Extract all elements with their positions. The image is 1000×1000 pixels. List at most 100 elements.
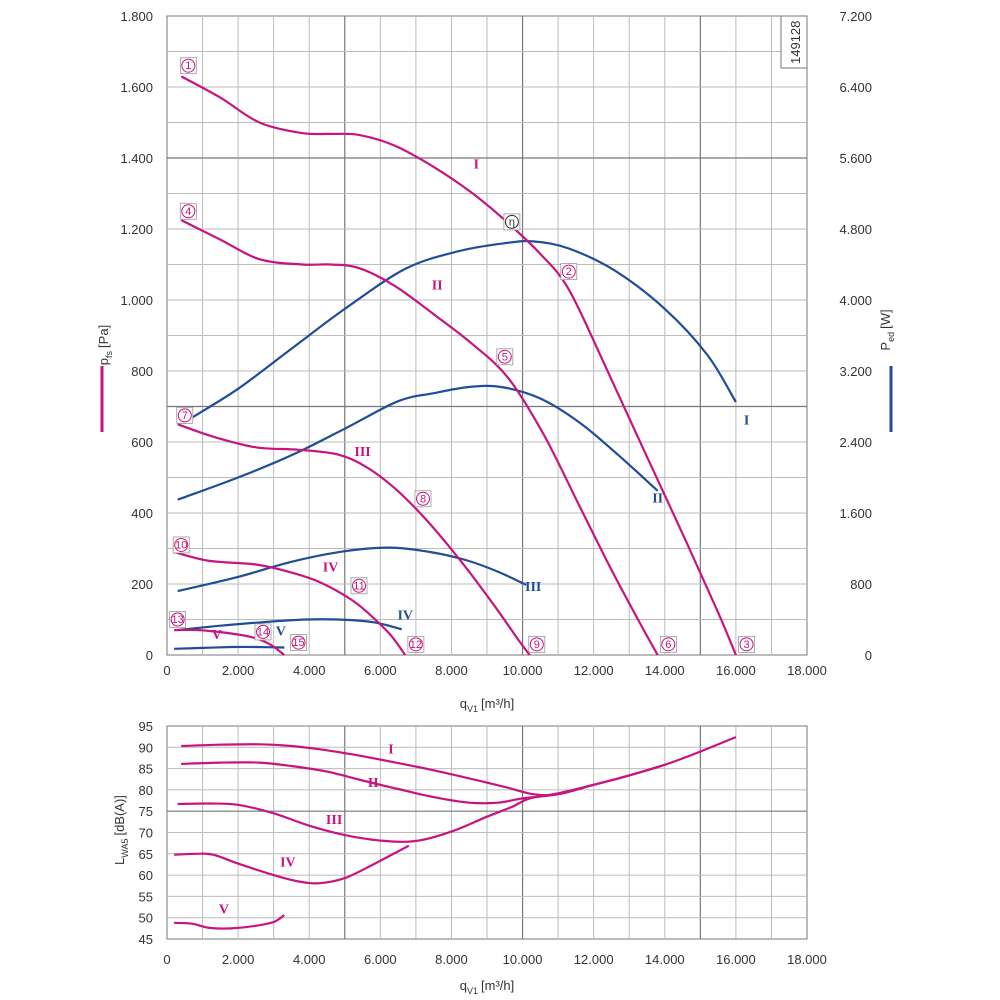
y-tick-label-right: 0 bbox=[865, 648, 872, 663]
x-tick-label-top: 18.000 bbox=[787, 663, 827, 678]
svg-text:6: 6 bbox=[665, 639, 671, 651]
y-tick-label-left: 1.200 bbox=[120, 222, 153, 237]
top-chart-ticks: 0 2.000 4.000 6.000 8.000 10.000 12.000 14.000 1… bbox=[120, 9, 872, 678]
sound-power-curve-V bbox=[174, 914, 285, 930]
operating-point-marker-6: 6 bbox=[659, 635, 677, 653]
svg-text:I: I bbox=[474, 158, 479, 173]
svg-text:10: 10 bbox=[175, 539, 187, 551]
svg-text:7: 7 bbox=[182, 410, 188, 422]
x-tick-label-bottom: 12.000 bbox=[574, 952, 614, 967]
power-curve-IV bbox=[177, 618, 402, 632]
svg-text:4: 4 bbox=[185, 206, 191, 218]
y-tick-label-bottom: 90 bbox=[139, 740, 153, 755]
y-tick-label-right: 1.600 bbox=[839, 506, 872, 521]
svg-text:II: II bbox=[432, 278, 443, 293]
y-tick-label-right: 7.200 bbox=[839, 9, 872, 24]
x-tick-label-bottom: 8.000 bbox=[435, 952, 468, 967]
curve-label-power-I: I bbox=[744, 413, 749, 428]
x-tick-label-bottom: 4.000 bbox=[293, 952, 326, 967]
svg-text:2: 2 bbox=[566, 266, 572, 278]
x-tick-label-bottom: 16.000 bbox=[716, 952, 756, 967]
power-curve-I bbox=[187, 239, 737, 421]
bottom-axis-labels: qV1 [m³/h] LWA5[dB(A)] bbox=[112, 795, 514, 996]
pressure-curve-II bbox=[180, 219, 659, 656]
x-tick-label-top: 6.000 bbox=[364, 663, 397, 678]
operating-point-marker-2: 2 bbox=[560, 263, 578, 281]
y-tick-label-right: 4.000 bbox=[839, 293, 872, 308]
operating-point-marker-11: 11 bbox=[350, 577, 368, 595]
y-tick-label-left: 800 bbox=[131, 364, 153, 379]
x-tick-label-bottom: 18.000 bbox=[787, 952, 827, 967]
svg-text:13: 13 bbox=[172, 614, 184, 626]
operating-point-marker-3: 3 bbox=[738, 635, 755, 653]
curve-label-pressure-III: III bbox=[354, 445, 370, 460]
svg-text:V: V bbox=[276, 624, 286, 639]
svg-text:I: I bbox=[744, 413, 749, 428]
y-tick-label-bottom: 95 bbox=[139, 719, 153, 734]
svg-text:pfs[Pa]: pfs[Pa] bbox=[96, 325, 114, 365]
pressure-curve-V bbox=[174, 628, 285, 656]
svg-text:9: 9 bbox=[534, 639, 540, 651]
operating-point-marker-15: 15 bbox=[290, 634, 307, 651]
y-tick-label-right: 800 bbox=[850, 577, 872, 592]
x-tick-label-top: 8.000 bbox=[435, 663, 468, 678]
svg-text:III: III bbox=[525, 580, 541, 595]
svg-text:14: 14 bbox=[257, 626, 269, 638]
y-tick-label-bottom: 85 bbox=[139, 762, 153, 777]
operating-point-marker-9: 9 bbox=[528, 635, 546, 653]
chart-id-box: 149128 bbox=[780, 15, 808, 69]
y-axis-label-bottom: LWA5[dB(A)] bbox=[112, 795, 130, 865]
y-tick-label-left: 1.000 bbox=[120, 293, 153, 308]
x-tick-label-bottom: 6.000 bbox=[364, 952, 397, 967]
x-tick-label-top: 14.000 bbox=[645, 663, 685, 678]
x-axis-label-bottom: qV1 [m³/h] bbox=[460, 978, 514, 996]
svg-text:η: η bbox=[509, 216, 515, 228]
y-tick-label-right: 5.600 bbox=[839, 151, 872, 166]
x-tick-label-top: 4.000 bbox=[293, 663, 326, 678]
pressure-curve-IV bbox=[173, 550, 407, 656]
curve-label-power-IV: IV bbox=[397, 609, 413, 624]
y-tick-label-bottom: 60 bbox=[139, 868, 153, 883]
pressure-curve-I bbox=[180, 75, 737, 656]
y-tick-label-left: 0 bbox=[146, 648, 153, 663]
operating-point-marker-4: 4 bbox=[179, 202, 197, 220]
svg-text:Ped[W]: Ped[W] bbox=[878, 309, 896, 350]
y-tick-label-bottom: 55 bbox=[139, 889, 153, 904]
y-tick-label-bottom: 65 bbox=[139, 847, 153, 862]
operating-point-marker-1: 1 bbox=[179, 57, 197, 75]
svg-text:IV: IV bbox=[323, 561, 339, 576]
svg-text:11: 11 bbox=[353, 580, 364, 592]
pressure-curve-III bbox=[177, 423, 531, 656]
x-tick-label-top: 0 bbox=[163, 663, 170, 678]
svg-text:1: 1 bbox=[185, 60, 191, 72]
curve-label-power-II: II bbox=[652, 491, 663, 506]
operating-point-marker-7: 7 bbox=[176, 406, 194, 424]
sound-curve-label-V: V bbox=[219, 902, 229, 917]
operating-point-marker-14: 14 bbox=[254, 623, 272, 641]
x-tick-label-bottom: 14.000 bbox=[645, 952, 685, 967]
x-tick-label-top: 10.000 bbox=[503, 663, 543, 678]
curve-label-pressure-V: V bbox=[212, 628, 222, 643]
sound-curve-label-I: I bbox=[388, 743, 393, 758]
top-axis-labels: qV1 [m³/h] pfs[Pa] Ped[W] bbox=[96, 309, 896, 714]
svg-text:IV: IV bbox=[397, 609, 413, 624]
x-tick-label-bottom: 0 bbox=[163, 952, 170, 967]
curve-label-pressure-I: I bbox=[474, 158, 479, 173]
x-tick-label-top: 16.000 bbox=[716, 663, 756, 678]
y-axis-label-right: Ped[W] bbox=[878, 309, 896, 432]
svg-text:V: V bbox=[212, 628, 222, 643]
operating-point-marker-12: 12 bbox=[407, 635, 425, 653]
curve-label-pressure-IV: IV bbox=[323, 561, 339, 576]
chart-id-label: 149128 bbox=[788, 21, 803, 64]
y-tick-label-bottom: 45 bbox=[139, 932, 153, 947]
sound-power-curve-IV bbox=[174, 844, 410, 885]
y-tick-label-left: 200 bbox=[131, 577, 153, 592]
operating-point-marker-8: 8 bbox=[414, 490, 432, 508]
y-tick-label-bottom: 70 bbox=[139, 826, 153, 841]
sound-power-curve-III bbox=[177, 783, 594, 843]
y-tick-label-right: 3.200 bbox=[839, 364, 872, 379]
x-tick-label-bottom: 10.000 bbox=[503, 952, 543, 967]
svg-text:12: 12 bbox=[410, 639, 422, 651]
